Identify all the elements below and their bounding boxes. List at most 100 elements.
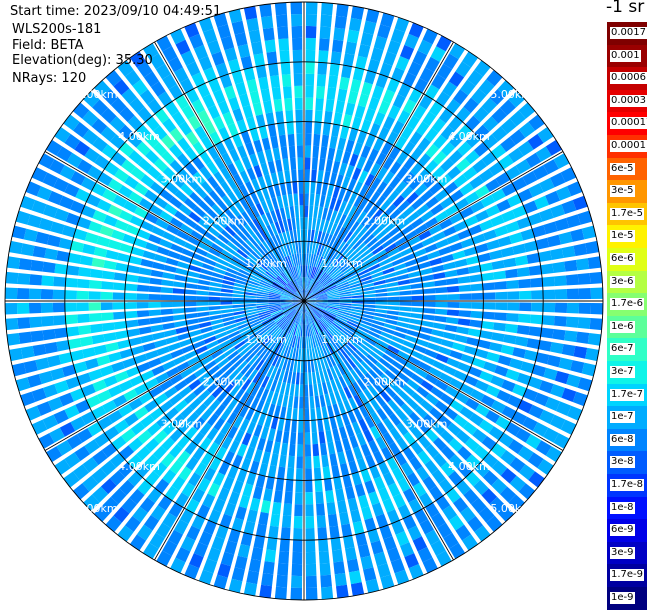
range-gate-cell (159, 189, 174, 202)
range-gate-cell (73, 228, 88, 241)
range-gate-cell (341, 263, 353, 273)
range-gate-cell (304, 289, 308, 300)
range-gate-cell (50, 221, 65, 235)
range-gate-cell (433, 150, 447, 165)
range-gate-cell (187, 356, 201, 366)
range-gate-cell (369, 327, 382, 335)
range-gate-cell (347, 90, 359, 105)
range-gate-cell (244, 303, 257, 307)
range-gate-cell (160, 301, 173, 308)
range-gate-cell (400, 462, 414, 477)
range-gate-cell (400, 345, 413, 355)
range-gate-cell (287, 268, 295, 280)
range-gate-cell (250, 205, 260, 218)
range-gate-cell (250, 271, 263, 279)
azimuth-spoke (303, 300, 564, 451)
range-gate-cell (320, 318, 330, 328)
range-gate-cell (288, 282, 297, 293)
range-gate-cell (254, 327, 266, 336)
range-gate-cell (442, 261, 456, 271)
range-gate-cell (396, 321, 410, 329)
range-gate-cell (311, 281, 319, 292)
range-gate-cell (99, 365, 114, 377)
range-gate-cell (261, 401, 271, 415)
range-gate-cell (261, 277, 273, 285)
range-gate-cell (417, 137, 431, 152)
range-gate-cell (339, 306, 352, 311)
range-gate-cell (16, 287, 30, 300)
range-gate-cell (471, 88, 487, 105)
range-gate-cell (336, 315, 348, 323)
range-gate-cell (473, 479, 489, 496)
range-gate-cell (332, 160, 341, 174)
range-gate-cell (113, 272, 127, 281)
range-gate-cell (500, 450, 516, 466)
range-gate-cell (18, 258, 33, 271)
range-gate-cell (249, 497, 261, 512)
range-gate-cell (256, 216, 266, 229)
range-gate-cell (295, 480, 303, 493)
range-gate-cell (410, 426, 424, 440)
range-gate-cell (338, 259, 349, 269)
range-gate-cell (434, 308, 448, 316)
range-gate-cell (311, 310, 319, 321)
range-gate-cell (206, 161, 219, 175)
range-gate-cell (137, 479, 153, 496)
range-gate-cell (329, 453, 338, 467)
range-gate-cell (220, 229, 233, 241)
range-gate-cell (310, 310, 318, 321)
range-gate-cell (478, 506, 495, 523)
range-gate-cell (187, 270, 200, 278)
range-gate-cell (376, 181, 388, 195)
colorbar-tick-label: 0.00017 (610, 117, 647, 130)
range-gate-cell (566, 214, 581, 228)
range-gate-cell (457, 318, 471, 327)
range-gate-cell (169, 143, 183, 158)
range-gate-cell (346, 558, 360, 573)
range-gate-cell (269, 308, 282, 314)
range-gate-cell (439, 218, 453, 230)
range-gate-cell (535, 440, 552, 456)
range-label: 3.00km (161, 418, 203, 431)
range-gate-cell (185, 456, 199, 471)
range-gate-cell (107, 384, 123, 398)
range-gate-cell (424, 428, 439, 443)
range-gate-cell (525, 152, 542, 168)
range-gate-cell (465, 454, 481, 469)
range-gate-cell (81, 411, 97, 426)
range-gate-cell (416, 420, 430, 434)
range-gate-cell (31, 419, 48, 435)
range-gate-cell (271, 87, 282, 100)
range-gate-cell (475, 348, 489, 359)
range-gate-cell (295, 372, 300, 385)
range-gate-cell (440, 393, 454, 406)
range-gate-cell (185, 313, 198, 319)
range-gate-cell (305, 73, 315, 86)
range-gate-cell (545, 446, 562, 463)
range-gate-cell (215, 373, 228, 385)
range-gate-cell (445, 204, 459, 217)
range-gate-cell (100, 302, 113, 311)
range-gate-cell (285, 308, 296, 317)
range-gate-cell (212, 472, 225, 487)
range-gate-cell (258, 284, 271, 290)
range-gate-cell (178, 204, 192, 216)
range-gate-cell (109, 134, 126, 150)
range-gate-cell (305, 301, 316, 306)
range-gate-cell (422, 111, 437, 126)
range-gate-cell (47, 190, 63, 205)
range-gate-cell (295, 241, 299, 254)
range-gate-cell (393, 213, 406, 226)
range-gate-cell (290, 2, 302, 15)
range-gate-cell (329, 197, 337, 210)
range-gate-cell (224, 323, 237, 331)
range-gate-cell (326, 290, 339, 295)
range-gate-cell (232, 480, 244, 494)
range-gate-cell (224, 47, 238, 62)
range-gate-cell (330, 223, 338, 236)
range-gate-cell (41, 275, 55, 287)
range-gate-cell (364, 517, 377, 532)
range-gate-cell (394, 569, 410, 585)
range-gate-cell (357, 363, 368, 375)
range-gate-cell (306, 348, 310, 361)
